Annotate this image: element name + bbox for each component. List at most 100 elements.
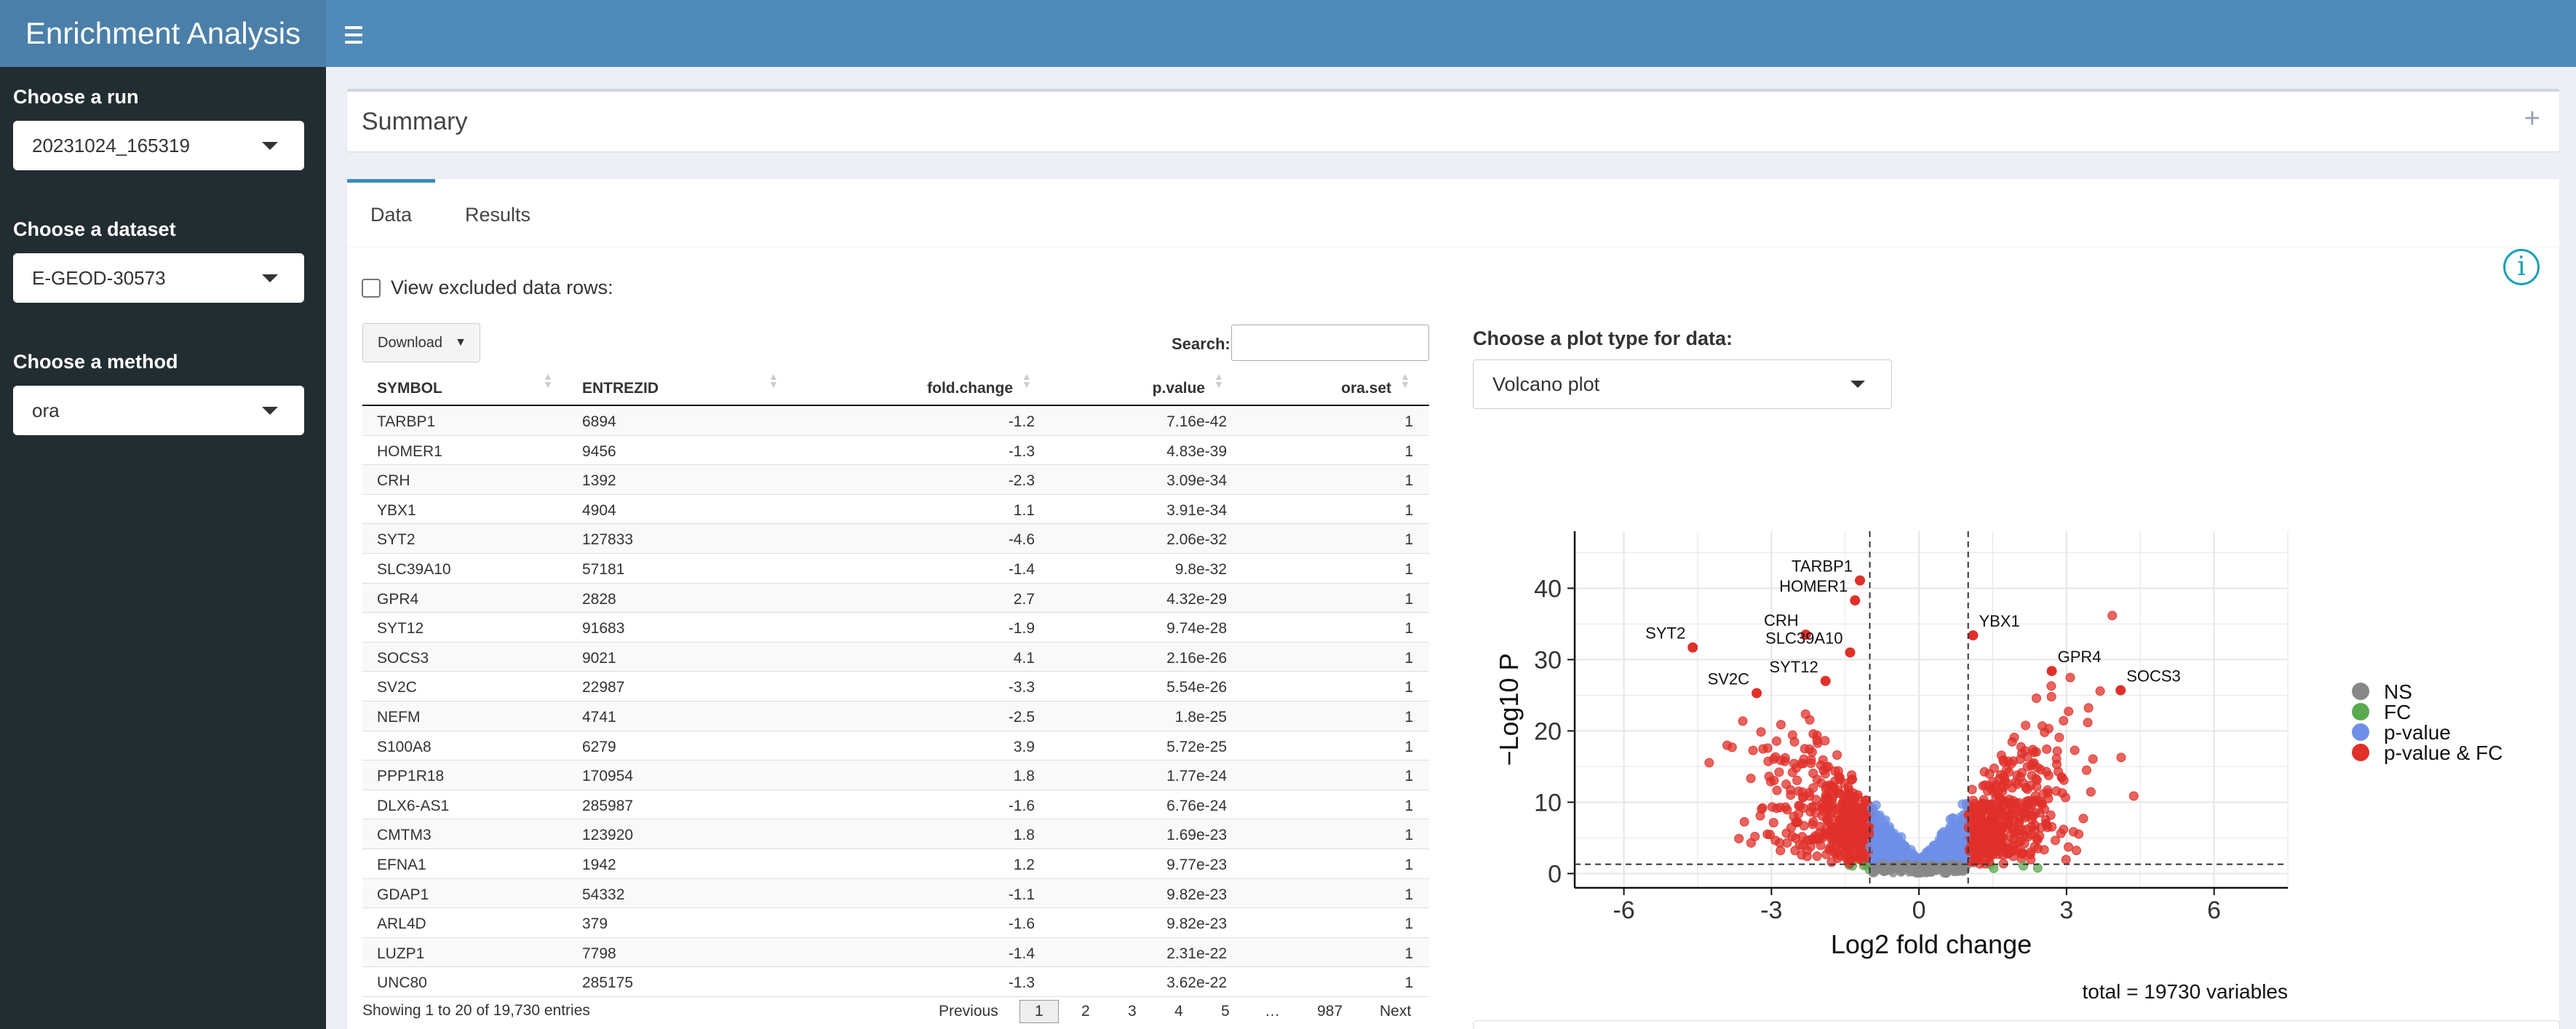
cell-fold-change: 4.1 [1013, 649, 1035, 667]
cell-entrezid: 7798 [582, 945, 616, 962]
data-point [1781, 828, 1792, 838]
plot-type-select[interactable]: Volcano plot [1473, 359, 1892, 409]
data-point [1898, 863, 1907, 873]
run-select[interactable]: 20231024_165319 [13, 121, 304, 170]
table-row[interactable]: GPR4 2828 2.7 4.32e-29 1 [362, 583, 1429, 613]
col-fold-change[interactable]: fold.change [927, 380, 1013, 397]
info-icon[interactable]: i [2503, 249, 2540, 285]
tab-data[interactable]: Data [347, 179, 436, 247]
data-point [1787, 767, 1797, 777]
chevron-down-icon [262, 142, 278, 150]
data-point [1877, 842, 1887, 852]
data-point [2061, 854, 2071, 865]
table-row[interactable]: S100A8 6279 3.9 5.72e-25 1 [362, 731, 1429, 761]
table-row[interactable]: TARBP1 6894 -1.2 7.16e-42 1 [362, 406, 1429, 436]
data-point [2031, 774, 2041, 784]
table-row[interactable]: ARL4D 379 -1.6 9.82e-23 1 [362, 908, 1429, 938]
data-point [2051, 786, 2062, 796]
data-point [1746, 774, 1756, 784]
table-row[interactable]: HOMER1 9456 -1.3 4.83e-39 1 [362, 436, 1429, 466]
cell-p-value: 5.54e-26 [1166, 679, 1227, 696]
table-row[interactable]: NEFM 4741 -2.5 1.8e-25 1 [362, 701, 1429, 731]
dataset-select[interactable]: E-GEOD-30573 [13, 253, 304, 303]
table-row[interactable]: DLX6-AS1 285987 -1.6 6.76e-24 1 [362, 790, 1429, 820]
data-point [1918, 865, 1928, 875]
cell-fold-change: -1.1 [1008, 886, 1035, 903]
expand-icon[interactable]: + [2524, 103, 2540, 134]
legend-label: FC [2384, 701, 2411, 723]
pagination-next[interactable]: Next [1380, 1003, 1412, 1020]
tab-results[interactable]: Results [465, 204, 531, 226]
table-row[interactable]: SLC39A10 57181 -1.4 9.8e-32 1 [362, 554, 1429, 584]
cell-ora-set: 1 [1404, 886, 1413, 903]
data-point [2060, 792, 2070, 803]
data-point [1973, 850, 1983, 860]
y-tick-label: 10 [1534, 789, 1562, 817]
search-input[interactable] [1231, 325, 1429, 361]
data-point [1812, 851, 1822, 862]
table-row[interactable]: CMTM3 123920 1.8 1.69e-23 1 [362, 819, 1429, 849]
data-point [1781, 802, 1791, 812]
legend-swatch [2352, 703, 2369, 720]
col-entrezid[interactable]: ENTREZID [582, 380, 659, 397]
table-row[interactable]: UNC80 285175 -1.3 3.62e-22 1 [362, 967, 1429, 997]
labeled-point [1968, 630, 1979, 641]
data-point [1792, 775, 1802, 785]
view-excluded-checkbox[interactable] [362, 279, 381, 298]
data-point [1806, 758, 1816, 768]
data-point [1800, 744, 1810, 754]
data-point [1817, 803, 1827, 813]
table-row[interactable]: SV2C 22987 -3.3 5.54e-26 1 [362, 672, 1429, 702]
table-row[interactable]: SOCS3 9021 4.1 2.16e-26 1 [362, 642, 1429, 672]
data-point [1748, 745, 1758, 755]
sort-icon[interactable]: ▲ ▼ [1022, 370, 1032, 390]
data-point [2128, 791, 2139, 801]
table-row[interactable]: EFNA1 1942 1.2 9.77e-23 1 [362, 849, 1429, 879]
download-button[interactable]: Download ▼ [362, 323, 480, 362]
pagination-page-987[interactable]: 987 [1317, 1003, 1343, 1020]
data-point [2052, 746, 2062, 756]
point-label: SOCS3 [2126, 667, 2181, 686]
pagination-page-2[interactable]: 2 [1081, 1003, 1090, 1020]
data-point [1739, 817, 1749, 827]
cell-fold-change: -3.3 [1008, 679, 1035, 696]
x-tick-label: -3 [1760, 897, 1782, 924]
pagination-page-3[interactable]: 3 [1128, 1003, 1137, 1020]
data-point [1949, 843, 1960, 854]
table-row[interactable]: PPP1R18 170954 1.8 1.77e-24 1 [362, 760, 1429, 790]
table-row[interactable]: YBX1 4904 1.1 3.91e-34 1 [362, 495, 1429, 525]
sort-icon[interactable]: ▲ ▼ [1214, 370, 1224, 390]
sort-icon[interactable]: ▲ ▼ [543, 370, 553, 390]
pagination-previous[interactable]: Previous [939, 1003, 998, 1020]
table-row[interactable]: CRH 1392 -2.3 3.09e-34 1 [362, 465, 1429, 495]
pagination-page-5[interactable]: 5 [1221, 1003, 1230, 1020]
data-point [2011, 777, 2021, 787]
sort-icon[interactable]: ▲ ▼ [1400, 370, 1410, 390]
pagination-page-4[interactable]: 4 [1174, 1003, 1183, 1020]
table-row[interactable]: LUZP1 7798 -1.4 2.31e-22 1 [362, 937, 1429, 968]
sidebar-toggle-icon[interactable] [345, 16, 368, 51]
data-point [2035, 831, 2045, 841]
cell-symbol: CMTM3 [377, 827, 432, 844]
data-point [2088, 754, 2098, 764]
col-p-value[interactable]: p.value [1152, 380, 1205, 397]
col-ora-set[interactable]: ora.set [1341, 380, 1391, 397]
labeled-point [1845, 647, 1856, 658]
method-select[interactable]: ora [13, 386, 304, 435]
table-row[interactable]: SYT2 127833 -4.6 2.06e-32 1 [362, 524, 1429, 554]
cell-ora-set: 1 [1404, 797, 1413, 814]
table-row[interactable]: GDAP1 54332 -1.1 9.82e-23 1 [362, 878, 1429, 909]
plot-type-label: Choose a plot type for data: [1473, 327, 1733, 349]
sort-icon[interactable]: ▲ ▼ [768, 370, 779, 390]
point-label: YBX1 [1979, 612, 2019, 630]
table-row[interactable]: SYT12 91683 -1.9 9.74e-28 1 [362, 613, 1429, 643]
data-point [1976, 799, 1987, 809]
pagination-page-1[interactable]: 1 [1019, 1000, 1059, 1023]
cell-ora-set: 1 [1404, 531, 1413, 549]
data-point [1859, 852, 1869, 862]
y-tick-label: 30 [1534, 646, 1562, 674]
cell-p-value: 9.82e-23 [1166, 886, 1227, 903]
cell-symbol: SV2C [377, 679, 417, 696]
col-symbol[interactable]: SYMBOL [377, 380, 442, 397]
